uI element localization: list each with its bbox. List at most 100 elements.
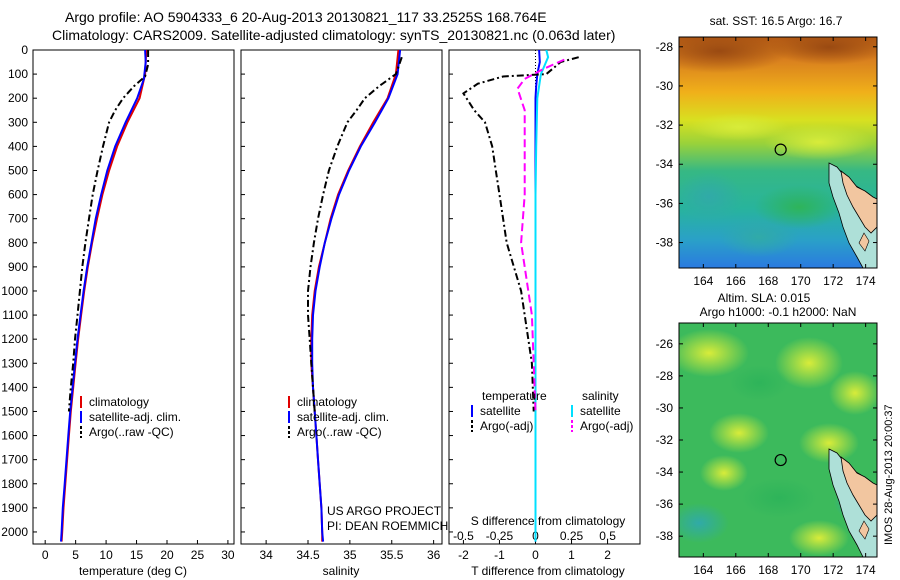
- lat-tick-label: -30: [656, 401, 674, 415]
- lat-tick-label: -38: [656, 529, 674, 543]
- sst-map-frame: [678, 36, 878, 269]
- x-tick-label: 25: [191, 548, 205, 562]
- legend-label: Argo(..raw -QC): [297, 425, 382, 439]
- lon-tick-label: 174: [856, 563, 876, 577]
- x-tick-label: 20: [160, 548, 174, 562]
- figure-title-line2: Climatology: CARS2009. Satellite-adjuste…: [52, 27, 616, 43]
- series-line-satellite: [534, 50, 550, 542]
- sst-map-title: sat. SST: 16.5 Argo: 16.7: [710, 14, 843, 28]
- series-line-climatology: [310, 50, 400, 542]
- lon-tick-label: 166: [726, 563, 746, 577]
- series-line-argo-raw-qc-: [307, 56, 403, 412]
- legend-label: Argo(-adj): [480, 419, 533, 433]
- depth-tick-label: 0: [21, 43, 28, 57]
- temperature-xlabel: temperature (deg C): [79, 564, 187, 578]
- sla-land-norfolk-ridge: [840, 456, 877, 522]
- lat-tick-label: -32: [656, 433, 674, 447]
- depth-tick-label: 400: [8, 139, 28, 153]
- lon-tick-label: 170: [791, 274, 811, 288]
- x-tick-label: 10: [99, 548, 113, 562]
- lat-tick-label: -26: [656, 337, 674, 351]
- sla-land-islet: [858, 520, 870, 540]
- sst-map-image: [679, 37, 877, 268]
- lon-tick-label: 168: [758, 563, 778, 577]
- x-tick-label: -2: [458, 548, 469, 562]
- lat-tick-label: -28: [656, 369, 674, 383]
- depth-tick-label: 900: [8, 260, 28, 274]
- depth-tick-label: 100: [8, 67, 28, 81]
- credits-project: US ARGO PROJECT: [327, 504, 442, 518]
- s-difference-label: S difference from climatology: [471, 514, 626, 528]
- series-line-argo-adj-: [462, 56, 579, 412]
- sst-land-islet: [858, 232, 870, 252]
- lat-tick-label: -30: [656, 79, 674, 93]
- lon-tick-label: 168: [758, 274, 778, 288]
- salinity-xlabel: salinity: [323, 564, 360, 578]
- x-tick-label: 30: [221, 548, 235, 562]
- depth-tick-label: 700: [8, 212, 28, 226]
- temperature-axes-frame: [32, 49, 235, 545]
- depth-tick-label: 1600: [1, 429, 28, 443]
- x-tick-label: 35: [343, 548, 357, 562]
- depth-tick-label: 1100: [2, 308, 28, 322]
- x-tick-label: 35.5: [380, 548, 404, 562]
- lat-tick-label: -34: [656, 157, 674, 171]
- legend-label: satellite-adj. clim.: [297, 410, 389, 424]
- series-line-satellite-adj-clim-: [311, 50, 402, 542]
- x-tick-label: 34: [259, 548, 273, 562]
- depth-tick-label: 1800: [1, 477, 28, 491]
- lat-tick-label: -36: [656, 497, 674, 511]
- x-tick-label: 2: [604, 548, 611, 562]
- legend-label: Argo(-adj): [580, 419, 633, 433]
- x-tick-label: 1: [568, 548, 575, 562]
- x-tick-label: 34.5: [296, 548, 320, 562]
- lon-tick-label: 166: [726, 274, 746, 288]
- depth-tick-label: 600: [8, 188, 28, 202]
- legend-label: Argo(..raw -QC): [89, 425, 174, 439]
- depth-tick-label: 1000: [1, 284, 28, 298]
- temperature-panel: 0100200300400500600700800900100011001200…: [1, 43, 235, 578]
- s-diff-tick-label: -0.5: [453, 529, 474, 543]
- lon-tick-label: 170: [791, 563, 811, 577]
- difference-axes-frame: [448, 49, 641, 545]
- argo-location-marker-sla: [774, 453, 787, 467]
- sla-map-title: Altim. SLA: 0.015: [718, 291, 811, 305]
- lon-tick-label: 172: [823, 274, 843, 288]
- sla-map-panel: Altim. SLA: 0.015 Argo h1000: -0.1 h2000…: [656, 291, 878, 577]
- series-line-satellite-adj-clim-: [60, 50, 147, 542]
- depth-tick-label: 500: [8, 163, 28, 177]
- sla-map-image: [679, 323, 877, 557]
- lat-tick-label: -36: [656, 196, 674, 210]
- legend-label: satellite-adj. clim.: [89, 410, 181, 424]
- lat-tick-label: -28: [656, 40, 674, 54]
- series-line-argo-raw-qc-: [67, 50, 150, 412]
- salinity-panel: 34 34.5 35 35.5 36 salinity climatologysatel…: [240, 49, 448, 578]
- depth-tick-label: 1200: [1, 332, 28, 346]
- depth-tick-label: 1500: [1, 404, 28, 418]
- credits-pi: PI: DEAN ROEMMICH: [327, 519, 448, 533]
- depth-tick-label: 800: [8, 236, 28, 250]
- s-diff-tick-label: -0.25: [486, 529, 514, 543]
- legend-label: satellite: [580, 404, 621, 418]
- legend-label: climatology: [89, 395, 149, 409]
- x-tick-label: -1: [494, 548, 505, 562]
- legend-group-header: salinity: [582, 389, 619, 403]
- lat-tick-label: -38: [656, 236, 674, 250]
- sst-map-panel: sat. SST: 16.5 Argo: 16.7 164 166 168 170 17…: [656, 14, 878, 288]
- argo-location-marker-sst: [774, 143, 787, 156]
- difference-panel: -2 -1 0 1 2-0.5 -0.25 0 0.25 0.5 S difference fr…: [448, 49, 641, 578]
- depth-tick-label: 300: [8, 115, 28, 129]
- x-tick-label: 0: [42, 548, 49, 562]
- depth-tick-label: 1400: [1, 380, 28, 394]
- x-tick-label: 5: [72, 548, 79, 562]
- x-tick-label: 0: [532, 548, 539, 562]
- s-diff-tick-label: 0.5: [599, 529, 616, 543]
- figure-title-line1: Argo profile: AO 5904333_6 20-Aug-2013 2…: [65, 9, 547, 25]
- lon-tick-label: 164: [693, 274, 713, 288]
- x-tick-label: 36: [427, 548, 441, 562]
- sst-land-norfolk-ridge: [840, 170, 877, 234]
- lon-tick-label: 174: [856, 274, 876, 288]
- series-line-argo-adj-: [516, 58, 565, 412]
- lat-tick-label: -34: [656, 465, 674, 479]
